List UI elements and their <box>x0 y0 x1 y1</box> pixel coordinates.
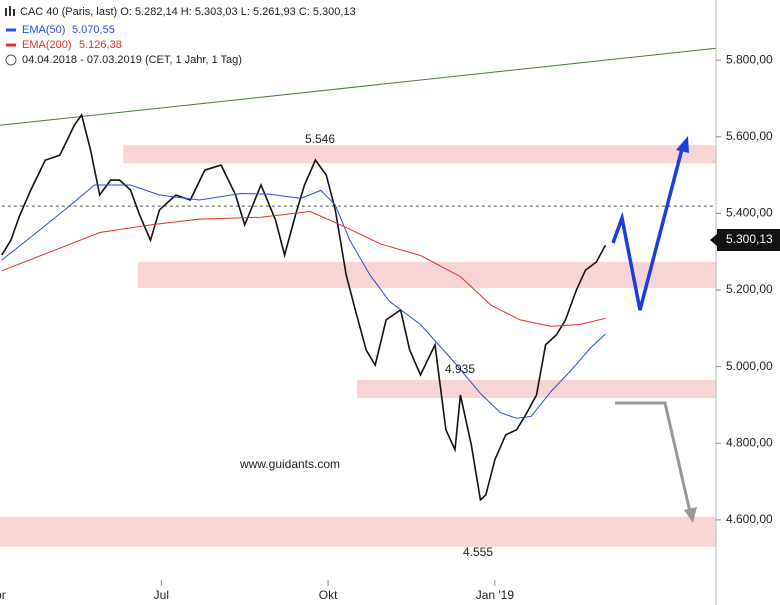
x-tick-label: Okt <box>319 588 338 602</box>
annotation: 4.935 <box>445 362 475 376</box>
y-tick-label: 5.800,00 <box>726 52 773 66</box>
y-tick-label: 4.600,00 <box>726 512 773 526</box>
annotation: 5.546 <box>305 132 335 146</box>
series-line <box>1 210 606 327</box>
projection-down <box>615 401 692 513</box>
support-zone <box>357 380 716 399</box>
support-zone <box>123 145 717 164</box>
legend-name: EMA(200) <box>22 39 72 51</box>
last-price-pointer <box>710 234 717 246</box>
support-zone <box>137 262 716 289</box>
y-tick-label: 5.200,00 <box>726 282 773 296</box>
y-tick-label: 4.800,00 <box>726 435 773 449</box>
last-price-box <box>717 229 780 251</box>
period: 04.04.2018 - 07.03.2019 (CET, 1 Jahr, 1 … <box>22 54 242 66</box>
icon <box>5 6 15 16</box>
support-zone <box>0 516 716 547</box>
x-tick-label: Jul <box>154 588 169 602</box>
legend-value: 5.126,38 <box>79 39 122 51</box>
legend-value: 5.070,55 <box>72 24 115 36</box>
header-bg <box>0 0 410 70</box>
watermark: www.guidants.com <box>239 457 340 471</box>
last-price-label: 5.300,13 <box>726 232 773 246</box>
arrow-head <box>676 136 689 153</box>
trendline <box>0 47 717 126</box>
series-line <box>1 113 607 502</box>
y-tick-label: 5.000,00 <box>726 359 773 373</box>
x-tick-label: Apr <box>0 588 6 602</box>
legend-name: EMA(50) <box>22 24 65 36</box>
x-tick-label: Jan '19 <box>476 588 515 602</box>
series-line <box>1 184 606 419</box>
y-tick-label: 5.400,00 <box>726 206 773 220</box>
header: CAC 40 (Paris, last) O: 5.282,14 H: 5.30… <box>20 6 356 18</box>
y-tick-label: 5.600,00 <box>726 129 773 143</box>
annotation: 4.555 <box>463 545 493 559</box>
projection-up <box>611 144 685 311</box>
plot-area <box>0 47 717 547</box>
arrow-head <box>684 507 697 523</box>
clock-icon <box>5 54 17 66</box>
